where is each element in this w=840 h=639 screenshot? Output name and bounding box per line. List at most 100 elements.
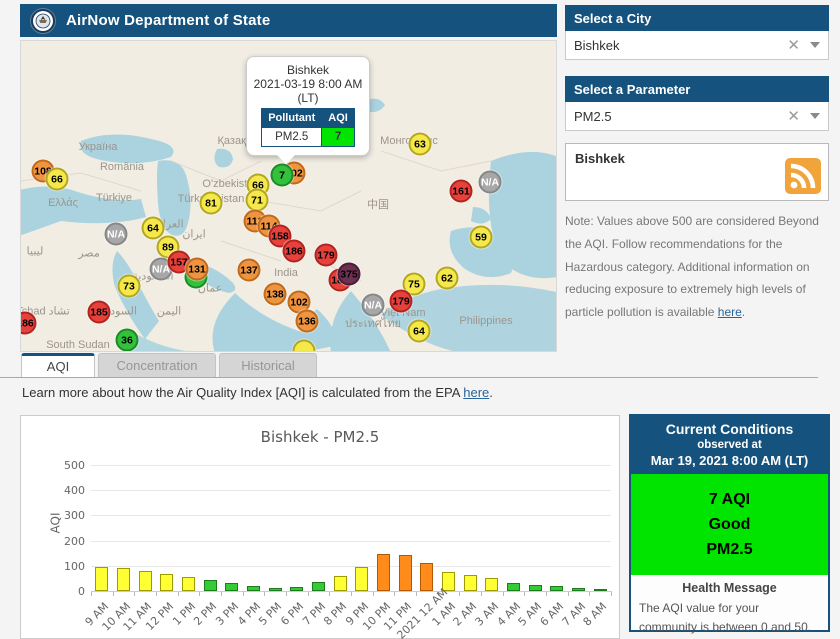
chart-bar-6-pm[interactable]: [290, 586, 304, 591]
chart-x-tick: [459, 592, 461, 596]
popup-table: Pollutant AQI PM2.5 7: [261, 108, 355, 147]
cc-health-header: Health Message: [682, 581, 777, 596]
parameter-clear-icon[interactable]: ✕: [787, 108, 800, 125]
city-clear-icon[interactable]: ✕: [787, 37, 800, 54]
app-header: AirNow Department of State: [20, 4, 557, 37]
chart-bar-4-am[interactable]: [507, 582, 520, 591]
tab-concentration[interactable]: Concentration: [98, 353, 216, 377]
popup-datetime: 2021-03-19 8:00 AM: [253, 77, 363, 91]
chart-y-tick-label: 0: [78, 585, 85, 598]
map-marker-161[interactable]: 161: [449, 179, 473, 203]
map-marker-36[interactable]: 36: [115, 328, 139, 351]
map-marker-185[interactable]: 185: [87, 300, 111, 324]
chart-gridline: [91, 540, 611, 542]
map-marker-59[interactable]: 59: [469, 225, 493, 249]
chart-bar-2021-12-am[interactable]: [420, 562, 434, 591]
map-marker-81[interactable]: 81: [199, 191, 223, 215]
chart-bar-1-pm[interactable]: [182, 577, 195, 591]
city-dropdown-caret-icon[interactable]: [810, 42, 820, 48]
map-marker-136[interactable]: 136: [295, 309, 319, 333]
map-marker-66[interactable]: 66: [45, 167, 69, 191]
chart-gridline: [91, 490, 611, 492]
map-marker-73[interactable]: 73: [117, 274, 141, 298]
chart-bar-6-am[interactable]: [550, 585, 564, 591]
chart-x-tick: [242, 592, 244, 596]
chart-x-tick: [567, 592, 569, 596]
chart-bar-4-pm[interactable]: [247, 585, 260, 591]
map-marker-63[interactable]: 63: [408, 132, 432, 156]
popup-pollutant-value: PM2.5: [261, 127, 323, 147]
chart-x-tick: [481, 592, 482, 596]
learn-more-after: .: [489, 385, 493, 400]
city-select[interactable]: Bishkek ✕: [565, 31, 829, 60]
chart-x-tick: [134, 592, 136, 596]
map-marker-N/A[interactable]: N/A: [361, 293, 385, 317]
chart-bar-7-am[interactable]: [572, 588, 585, 591]
tab-historical[interactable]: Historical: [219, 353, 317, 377]
map-marker-186[interactable]: 186: [21, 311, 37, 335]
chart-bar-3-am[interactable]: [485, 578, 499, 591]
note-after: .: [741, 305, 746, 320]
map-marker-131[interactable]: 131: [185, 257, 209, 281]
chart-bar-5-am[interactable]: [528, 584, 542, 591]
note-link[interactable]: here: [717, 305, 742, 320]
aqi-map[interactable]: Україна România Ελλάς Türkiye Қазақстан O'zbe…: [20, 40, 557, 352]
chart-bar-10-am[interactable]: [117, 567, 130, 591]
chart-y-tick-label: 300: [64, 509, 85, 523]
map-marker-75[interactable]: 75: [402, 272, 426, 296]
chart-plot-area: [91, 456, 611, 591]
map-marker-102[interactable]: 102: [287, 290, 311, 314]
current-conditions-panel: Current Conditions observed at Mar 19, 2…: [629, 414, 830, 639]
map-marker-N/A[interactable]: N/A: [478, 170, 502, 194]
map-marker-157[interactable]: 157: [167, 250, 191, 274]
parameter-dropdown-caret-icon[interactable]: [810, 113, 820, 119]
map-marker-7[interactable]: 7: [270, 163, 294, 187]
map-marker-179[interactable]: 179: [314, 243, 338, 267]
chart-bar-2-pm[interactable]: [203, 580, 217, 591]
current-conditions-header: Current Conditions observed at Mar 19, 2…: [631, 416, 828, 474]
chart-bar-10-pm[interactable]: [377, 554, 390, 591]
chart-bar-9-pm[interactable]: [355, 566, 369, 591]
chart-bar-9-am[interactable]: [95, 567, 109, 591]
chart-bar-1-am[interactable]: [442, 571, 455, 591]
map-marker-137[interactable]: 137: [237, 258, 261, 282]
chart-x-tick: [264, 592, 266, 596]
chart-bar-8-am[interactable]: [593, 589, 607, 591]
map-marker-375[interactable]: 375: [337, 262, 361, 286]
chart-bar-8-pm[interactable]: [333, 576, 347, 591]
parameter-select[interactable]: PM2.5 ✕: [565, 102, 829, 131]
map-marker-138[interactable]: 138: [263, 282, 287, 306]
map-marker-179[interactable]: 179: [389, 289, 413, 313]
rss-icon[interactable]: [785, 158, 821, 194]
map-marker-71[interactable]: 71: [245, 188, 269, 212]
chart-bar-7-pm[interactable]: [312, 581, 325, 591]
cc-timestamp: Mar 19, 2021 8:00 AM (LT): [650, 453, 809, 468]
chart-bar-5-pm[interactable]: [268, 587, 282, 591]
chart-bar-3-pm[interactable]: [225, 583, 239, 591]
cc-aqi-value: 7 AQI: [708, 491, 751, 508]
map-marker-N/A[interactable]: N/A: [104, 222, 128, 246]
chart-y-tick-label: 200: [64, 534, 85, 548]
cc-health-block: Health Message The AQI value for your co…: [631, 575, 828, 639]
chart-y-tick-label: 400: [64, 484, 85, 498]
tab-aqi[interactable]: AQI: [21, 353, 95, 377]
chart-bar-11-am[interactable]: [138, 571, 152, 591]
map-popup: Bishkek 2021-03-19 8:00 AM (LT) Pollutan…: [246, 56, 370, 164]
learn-more-link[interactable]: here: [463, 385, 490, 400]
map-marker-186[interactable]: 186: [282, 239, 306, 263]
chart-x-tick: [112, 592, 114, 596]
chart-x-tick: [502, 592, 504, 596]
chart-x-tick: [589, 592, 591, 596]
map-marker-64[interactable]: 64: [141, 216, 165, 240]
chart-bar-2-am[interactable]: [463, 575, 477, 591]
tabstrip: AQI Concentration Historical: [0, 353, 818, 378]
app-title: AirNow Department of State: [66, 12, 271, 29]
map-marker-62[interactable]: 62: [435, 266, 459, 290]
chart-x-tick: [329, 592, 331, 596]
cc-aqi-category: Good: [708, 515, 751, 533]
chart-x-tick: [372, 592, 374, 596]
map-marker-64[interactable]: 64: [407, 319, 431, 343]
chart-bar-12-pm[interactable]: [160, 574, 174, 591]
chart-bar-11-pm[interactable]: [398, 555, 412, 591]
chart-x-tick: [199, 592, 201, 596]
